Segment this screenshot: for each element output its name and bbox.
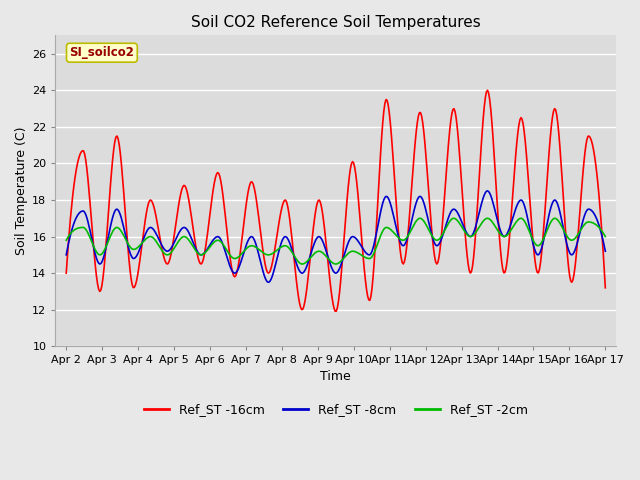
Ref_ST -16cm <box>506 225 514 231</box>
X-axis label: Time: Time <box>321 370 351 383</box>
Legend: Ref_ST -16cm, Ref_ST -8cm, Ref_ST -2cm: Ref_ST -16cm, Ref_ST -8cm, Ref_ST -2cm <box>138 398 533 421</box>
Ref_ST -2cm <box>506 230 513 236</box>
Ref_ST -8cm <box>591 212 598 217</box>
Ref_ST -2cm <box>385 225 392 231</box>
Line: Ref_ST -16cm: Ref_ST -16cm <box>66 90 605 311</box>
Ref_ST -2cm <box>602 234 609 240</box>
Ref_ST -2cm <box>62 238 70 243</box>
Ref_ST -16cm <box>355 204 363 209</box>
Ref_ST -16cm <box>602 285 609 291</box>
Ref_ST -8cm <box>602 248 609 254</box>
Text: SI_soilco2: SI_soilco2 <box>70 46 134 59</box>
Ref_ST -16cm <box>385 102 392 108</box>
Ref_ST -8cm <box>506 223 514 229</box>
Ref_ST -8cm <box>385 195 392 201</box>
Ref_ST -8cm <box>355 240 363 245</box>
Ref_ST -2cm <box>319 251 327 256</box>
Ref_ST -2cm <box>298 261 305 267</box>
Y-axis label: Soil Temperature (C): Soil Temperature (C) <box>15 127 28 255</box>
Ref_ST -16cm <box>319 208 326 214</box>
Ref_ST -2cm <box>323 254 330 260</box>
Line: Ref_ST -2cm: Ref_ST -2cm <box>66 218 605 264</box>
Ref_ST -2cm <box>517 216 525 221</box>
Ref_ST -8cm <box>323 250 330 255</box>
Ref_ST -16cm <box>484 87 492 93</box>
Ref_ST -8cm <box>62 252 70 258</box>
Ref_ST -16cm <box>332 308 339 314</box>
Ref_ST -2cm <box>591 221 598 227</box>
Title: Soil CO2 Reference Soil Temperatures: Soil CO2 Reference Soil Temperatures <box>191 15 481 30</box>
Ref_ST -8cm <box>264 279 272 285</box>
Ref_ST -16cm <box>591 153 598 158</box>
Ref_ST -2cm <box>355 251 363 256</box>
Line: Ref_ST -8cm: Ref_ST -8cm <box>66 191 605 282</box>
Ref_ST -16cm <box>322 235 330 240</box>
Ref_ST -8cm <box>319 240 327 246</box>
Ref_ST -8cm <box>484 188 492 194</box>
Ref_ST -16cm <box>62 270 70 276</box>
